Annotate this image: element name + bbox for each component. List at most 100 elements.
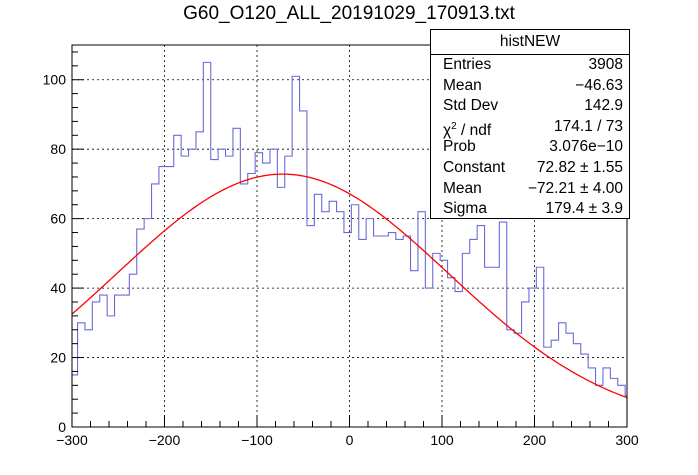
histogram-bin [226,156,233,427]
histogram-bin [144,219,151,427]
stats-value: −72.21 ± 4.00 [527,179,623,197]
y-tick-label: 60 [50,211,66,227]
histogram-bin [618,385,625,427]
histogram-bin [300,111,307,427]
x-tick-label: −100 [241,432,273,448]
fit-curve [71,173,628,399]
x-tick-label: 200 [523,432,547,448]
histogram-bin [455,292,462,427]
y-tick-label: 40 [50,280,66,296]
histogram-bin [314,194,321,427]
histogram-bin [366,219,373,427]
histogram-bin [425,288,432,427]
histogram-bin [522,302,529,427]
histogram-bin [559,323,566,427]
stats-value: 174.1 / 73 [554,117,623,135]
histogram-bin [72,375,78,427]
stats-label: Std Dev [443,97,499,115]
histogram-bin [203,62,210,427]
histogram-bin [129,274,136,427]
histogram-bin [344,233,351,427]
histogram-bin [603,368,610,427]
chart-title: G60_O120_ALL_20191029_170913.txt [183,3,515,24]
histogram-bin [529,288,536,427]
histogram-bin [115,295,122,427]
grid-lines [72,45,627,427]
stats-label: Entries [443,56,492,73]
histogram-bin [448,278,455,427]
x-tick-label: 300 [615,432,639,448]
stats-row-fit-mean: Mean −72.21 ± 4.00 [431,179,629,200]
histogram-bin [263,163,270,427]
histogram-bin [374,236,381,427]
histogram-bin [359,239,366,427]
histogram-bin [285,156,292,427]
histogram-bin [536,267,543,427]
y-tick-label: 100 [43,72,67,88]
histogram-bin [322,212,329,427]
histogram-bin [159,167,166,427]
histogram-bin [433,253,440,427]
histogram-bin [196,132,203,427]
x-tick-label: −200 [149,432,181,448]
histogram-bin [477,226,484,427]
histogram-bin [211,160,218,427]
histogram-bin [566,333,573,427]
histogram-bin [418,212,425,427]
stats-row-sigma: Sigma 179.4 ± 3.9 [431,199,629,220]
histogram-bin [122,295,129,427]
histogram-bin [78,323,85,427]
histogram-line [71,61,628,427]
stats-row-entries: Entries 3908 [431,55,629,76]
histogram-bin [107,316,114,427]
stats-row-std-dev: Std Dev 142.9 [431,96,629,117]
histogram-bin [100,295,107,427]
histogram-bin [329,201,336,427]
histogram-bin [85,330,92,427]
histogram-bin [462,253,469,427]
histogram-bin [610,378,617,427]
histogram-bin [470,239,477,427]
x-tick-label: 0 [346,432,354,448]
histogram-bin [440,260,447,427]
histogram-bin [166,167,173,427]
x-tick-label: −300 [56,432,88,448]
stats-label: Sigma [443,200,487,218]
y-tick-label: 20 [50,350,66,366]
histogram-bin [507,330,514,427]
histogram-bin [351,205,358,427]
histogram-bin [137,229,144,427]
histogram-bin [181,156,188,427]
histogram-bin [270,149,277,427]
histogram-bin [544,347,551,427]
histogram-bin [92,302,99,427]
histogram-bin [189,149,196,427]
histogram-bin [240,184,247,427]
histogram-bin [403,236,410,427]
histogram-bin [337,212,344,427]
tick-labels: −300 −200 −100 0 100 200 300 0 20 40 60 80 100 [43,72,639,448]
histogram-bin [388,233,395,427]
histogram-bin [381,236,388,427]
stats-value: 142.9 [584,97,623,115]
y-tick-label: 0 [58,419,66,435]
histogram-bin [588,368,595,427]
histogram-bin [581,354,588,427]
histogram-bin [573,344,580,427]
stats-value: 3.076e−10 [549,138,623,156]
stats-row-prob: Prob 3.076e−10 [431,137,629,158]
histogram-bin [596,385,603,427]
histogram-bin [485,267,492,427]
histogram-bin [307,226,314,427]
stats-row-chi2: χ2 / ndf 174.1 / 73 [431,117,629,139]
histogram-bin [233,128,240,427]
stats-value: 179.4 ± 3.9 [545,200,623,218]
x-tick-label: 100 [430,432,454,448]
histogram-bin [396,239,403,427]
stats-value: −46.63 [575,76,623,94]
histogram-series [71,61,628,427]
histogram-bin [248,173,255,427]
stats-label: Constant [443,158,506,176]
stats-box: histNEW Entries 3908 Mean −46.63 Std Dev… [430,29,630,219]
stats-row-mean: Mean −46.63 [431,76,629,97]
